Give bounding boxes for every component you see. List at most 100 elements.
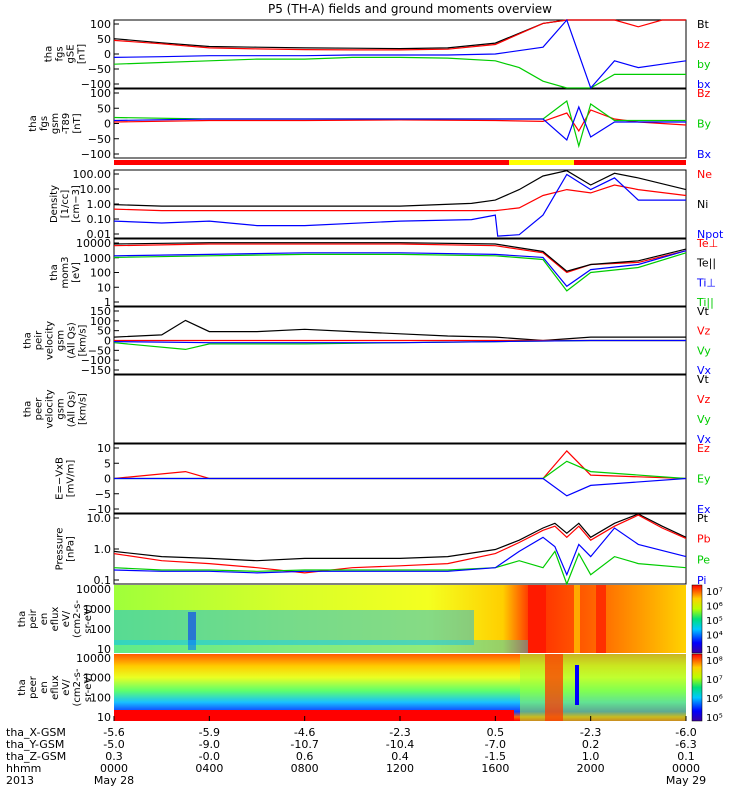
legend-Vy: Vy: [697, 344, 711, 357]
y-axis-label-line: (All Qs): [67, 322, 78, 359]
x-axis-value: 0800: [291, 762, 319, 775]
panel-fgs-gse: 100 50 0 −50 −100 thafgsgSE[nT] Bt bz by bx: [44, 18, 711, 91]
x-axis-value: 2000: [577, 762, 605, 775]
legend-Pb: Pb: [697, 533, 711, 546]
series-line-Bz: [114, 110, 686, 131]
series-line-bx: [114, 20, 686, 88]
colorbar-tick-label: 10⁷: [706, 587, 723, 598]
legend-Ey: Ey: [697, 473, 711, 486]
colorbar-tick-label: 10⁴: [706, 631, 723, 642]
series-line-Te||: [114, 243, 686, 272]
y-tick-label: 10.00: [80, 183, 112, 196]
y-axis-label-line: fgs: [39, 116, 50, 131]
series-line-Vt: [114, 320, 686, 340]
y-tick-label: −50: [88, 63, 111, 76]
y-axis-label-line: sr-eV): [83, 673, 94, 702]
mode-bar-red-segment: [114, 160, 509, 165]
spectrogram-peer-blue-column: [575, 665, 579, 705]
y-axis-label-line: gsm: [50, 113, 61, 134]
x-axis-value: 1600: [481, 762, 509, 775]
panel-efield: 10 5 0 −5 −10 E=−VxB[mV/m] Ez Ey Ex: [55, 442, 711, 516]
y-axis-label-line: [nT]: [72, 113, 83, 133]
y-tick-label: 10: [97, 281, 111, 294]
colorbar-peir: [692, 585, 702, 653]
series-line-Ez: [114, 451, 686, 479]
y-tick-label: 100: [90, 18, 111, 31]
y-tick-label: 1.0: [94, 543, 112, 556]
legend-Bt: Bt: [697, 18, 710, 31]
colorbar-labels: 10⁷10⁶10⁵10⁴10⁳10⁸10⁷10⁶10⁵: [706, 587, 723, 724]
spectrogram-peer: [114, 654, 686, 721]
spectrogram-peer-right-green: [520, 654, 686, 721]
y-axis-label: thafgsgSE[nT]: [44, 44, 88, 64]
spectrogram-peer-red-column: [545, 654, 563, 721]
y-axis-label-line: velocity: [45, 389, 56, 428]
y-axis-label-line: Pressure: [55, 528, 66, 571]
y-axis-label-line: (All Qs): [67, 391, 78, 428]
y-axis-label-line: -T89: [61, 113, 72, 135]
y-axis-label-line: tha: [23, 332, 34, 348]
y-tick-label: 10000: [76, 583, 111, 596]
spectrogram-peer-red-floor: [114, 710, 514, 721]
y-axis-label-line: eflux: [50, 675, 61, 700]
series-line-by: [114, 57, 686, 88]
x-axis-labels: tha_X-GSM -5.6 -5.9 -4.6 -2.3 0.5 -2.3 -6.0tha_…: [6, 716, 706, 787]
y-tick-label: −5: [95, 488, 111, 501]
colorbar-tick-label: 10⁵: [706, 713, 723, 724]
y-axis-label-line: [nPa]: [66, 536, 77, 562]
y-axis-label: E=−VxB[mV/m]: [55, 457, 77, 500]
colorbar-peir-bar: [692, 585, 702, 653]
legend-Bx: Bx: [697, 148, 712, 161]
panel-frame: [114, 514, 686, 584]
legend-Pe: Pe: [697, 553, 710, 566]
legend-Te⊥: Te⊥: [696, 237, 718, 250]
y-tick-label: 10: [97, 711, 111, 724]
y-tick-label: 50: [97, 33, 111, 46]
y-tick-label: 1000: [83, 252, 111, 265]
legend-Vy: Vy: [697, 413, 711, 426]
series-line-Pe: [114, 551, 686, 584]
legend-Pt: Pt: [697, 512, 709, 525]
spectrogram-peir-blue-band: [114, 610, 474, 645]
y-axis-label-line: [mV/m]: [66, 460, 77, 498]
y-axis-label: thapeerenefluxeV/(cm2-s-sr-eV): [17, 668, 94, 706]
y-axis-label-line: tha: [17, 679, 28, 695]
y-axis-label-line: [nT]: [77, 44, 88, 64]
legend-Vz: Vz: [697, 393, 711, 406]
series-line-Vy: [114, 341, 686, 350]
series-line-Pt: [114, 514, 686, 561]
spectrogram-peir-low-energy: [114, 640, 544, 653]
y-axis-label: thapeirvelocitygsm(All Qs)[km/s]: [23, 321, 89, 360]
panel-frame: [114, 239, 686, 306]
y-axis-label-line: E=−VxB: [55, 457, 66, 500]
series-line-Npot: [114, 175, 686, 237]
mode-bar: [114, 160, 686, 165]
y-tick-label: 0: [104, 473, 111, 486]
panel-frame: [114, 89, 686, 158]
spectrogram-peir-red-1: [528, 585, 546, 653]
panel-mom-temp: 100001000100101thamom3[eV]Te⊥Te||Ti⊥Ti||: [49, 237, 718, 309]
y-axis-label-line: en: [39, 681, 50, 694]
panel-peer-spectrogram: 10000100010010thapeerenefluxeV/(cm2-s-sr…: [17, 652, 119, 724]
legend-Vt: Vt: [697, 305, 710, 318]
series-line-Ni: [114, 171, 686, 206]
y-axis-label-line: Density: [49, 185, 60, 223]
y-axis-label: Pressure[nPa]: [55, 528, 77, 571]
y-axis-label-line: tha: [17, 611, 28, 627]
y-axis-label-line: [km/s]: [78, 324, 89, 356]
legend-bz: bz: [697, 38, 710, 51]
panel-frame: [114, 375, 686, 443]
y-axis-label-line: (cm2-s-: [72, 600, 83, 638]
y-axis-label-line: tha: [23, 401, 34, 417]
y-tick-label: 100: [90, 87, 111, 100]
y-axis-label-line: peer: [28, 675, 39, 699]
series-line-By: [114, 101, 686, 146]
colorbar-peer: [692, 654, 702, 721]
colorbar-tick-label: 10⁶: [706, 694, 723, 705]
series-line-Pb: [114, 515, 686, 573]
y-tick-label: 100: [90, 267, 111, 280]
legend-Ti⊥: Ti⊥: [696, 276, 716, 289]
series-line-Ne: [114, 185, 686, 211]
legend-Vz: Vz: [697, 325, 711, 338]
y-axis-label: thapeirenefluxeV/(cm2-s-sr-eV): [17, 600, 94, 638]
